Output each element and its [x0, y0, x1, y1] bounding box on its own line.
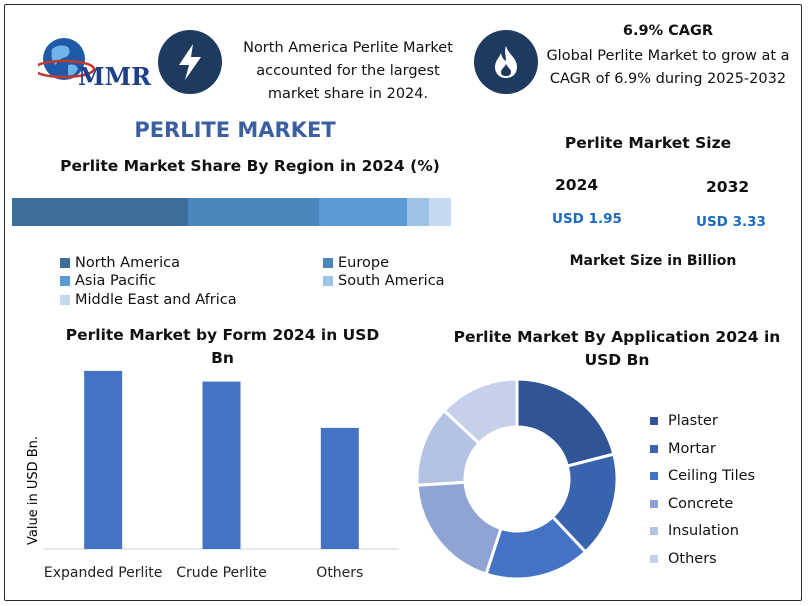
legend-swatch: [650, 444, 658, 453]
region-legend-item: Europe: [323, 255, 389, 271]
form-bar: [202, 381, 241, 549]
legend-label: North America: [75, 255, 180, 271]
donut-slice-others: [441, 377, 519, 446]
region-legend-item: North America: [60, 255, 180, 271]
region-segment-south-america: [407, 198, 430, 226]
legend-swatch: [650, 499, 658, 508]
x-tick-label: Others: [316, 565, 363, 581]
application-chart-title: Perlite Market By Application 2024 in US…: [453, 328, 781, 369]
cagr-text: Global Perlite Market to grow at a CAGR …: [546, 48, 790, 87]
legend-swatch: [60, 295, 70, 305]
legend-label: Ceiling Tiles: [668, 468, 756, 484]
application-legend-item: Plaster: [650, 413, 718, 429]
form-bar-chart: Value in USD Bn. Expanded Perlite Crude Pe…: [26, 370, 399, 581]
region-legend-item: Middle East and Africa: [60, 292, 237, 308]
market-size-unit-note: Market Size in Billion: [569, 253, 737, 269]
legend-swatch: [650, 472, 658, 480]
y-axis-label: Value in USD Bn.: [26, 436, 41, 545]
legend-label: Mortar: [668, 440, 716, 457]
form-chart-title: Perlite Market by Form 2024 in USD Bn: [65, 326, 380, 367]
legend-swatch: [650, 554, 658, 563]
value-2032: USD 3.33: [696, 214, 766, 230]
region-segment-asia-pacific: [319, 198, 408, 226]
donut-slice-concrete: [415, 480, 503, 576]
year-2024-label: 2024: [555, 176, 599, 194]
region-segment-middle-east-and-africa: [429, 198, 451, 226]
application-legend: Plaster Mortar Ceiling Tiles Concrete Insula…: [650, 413, 800, 578]
region-legend-item: South America: [323, 273, 445, 289]
region-legend: North America Europe Asia Pacific South Ame…: [60, 255, 460, 315]
value-2024: USD 1.95: [552, 211, 622, 227]
svg-text:MMR: MMR: [78, 62, 152, 91]
market-size-title: Perlite Market Size: [564, 134, 732, 152]
legend-label: Plaster: [668, 413, 718, 429]
legend-label: Europe: [338, 255, 389, 271]
lightning-bolt-icon: [158, 30, 222, 94]
form-bar: [84, 370, 123, 549]
legend-label: Insulation: [668, 523, 739, 539]
infographic-frame: [4, 4, 802, 601]
x-tick-label: Expanded Perlite: [44, 565, 163, 581]
flame-icon: [474, 30, 538, 94]
legend-swatch: [60, 276, 70, 286]
donut-slice-plaster: [515, 377, 616, 468]
legend-label: South America: [338, 273, 445, 289]
legend-swatch: [323, 258, 333, 268]
cagr-title: 6.9% CAGR: [622, 23, 714, 39]
legend-label: Asia Pacific: [75, 273, 157, 289]
application-legend-item: Mortar: [650, 441, 716, 457]
legend-swatch: [650, 527, 658, 535]
application-legend-item: Concrete: [650, 496, 733, 512]
year-2032-label: 2032: [706, 178, 750, 196]
region-legend-item: Asia Pacific: [60, 273, 156, 289]
region-segment-europe: [187, 198, 320, 226]
form-bar: [320, 427, 359, 549]
legend-label: Middle East and Africa: [75, 292, 237, 308]
application-legend-item: Insulation: [650, 523, 739, 539]
region-stacked-bar: [12, 198, 451, 226]
legend-label: Others: [668, 550, 717, 567]
region-highlight-text: North America Perlite Market accounted f…: [243, 40, 453, 102]
application-legend-item: Ceiling Tiles: [650, 468, 755, 484]
mmr-logo: MMR: [32, 35, 156, 95]
legend-swatch: [650, 417, 658, 425]
x-tick-label: Crude Perlite: [176, 565, 267, 581]
legend-swatch: [323, 276, 333, 286]
region-segment-north-america: [12, 198, 188, 226]
application-donut-chart: [415, 377, 619, 581]
application-legend-item: Others: [650, 551, 717, 567]
legend-swatch: [60, 258, 70, 268]
page-title: PERLITE MARKET: [134, 118, 336, 142]
legend-label: Concrete: [668, 495, 734, 512]
region-chart-title: Perlite Market Share By Region in 2024 (…: [60, 157, 440, 175]
